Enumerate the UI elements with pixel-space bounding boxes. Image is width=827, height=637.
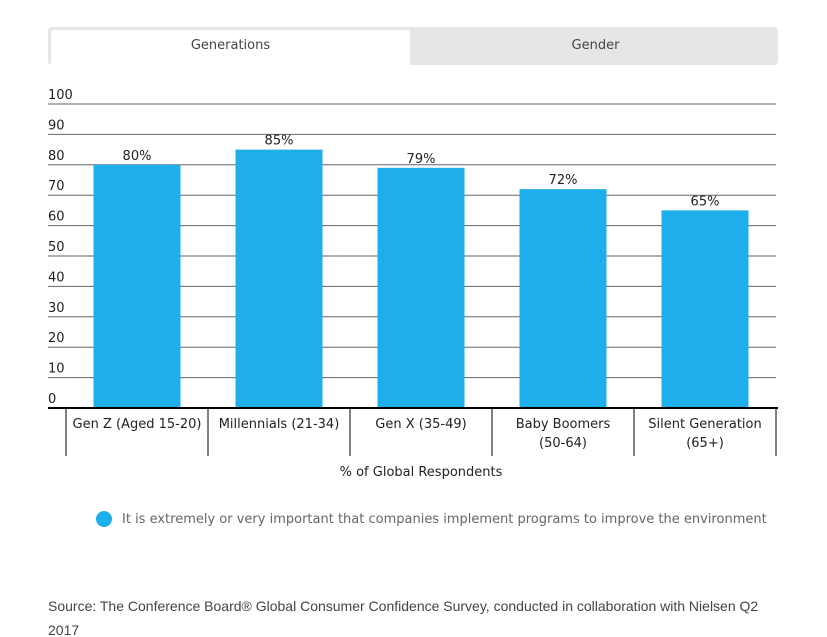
tab-gender[interactable]: Gender: [571, 38, 620, 53]
x-tick-label: Silent Generation: [648, 417, 761, 432]
x-tick-label: Baby Boomers: [516, 417, 611, 432]
x-tick-label: (65+): [686, 436, 724, 451]
y-tick-label: 0: [48, 392, 56, 407]
x-tick-label: Gen Z (Aged 15-20): [73, 417, 202, 432]
legend-label: It is extremely or very important that c…: [122, 511, 767, 527]
source-note: Source: The Conference Board® Global Con…: [48, 598, 759, 637]
y-tick-label: 100: [48, 88, 73, 103]
y-tick-label: 50: [48, 240, 65, 255]
y-tick-label: 30: [48, 301, 65, 316]
bar: [661, 210, 749, 408]
legend-swatch: [96, 511, 112, 527]
bar: [377, 167, 465, 408]
y-tick-label: 20: [48, 331, 65, 346]
y-tick-label: 10: [48, 362, 65, 377]
x-axis-title: % of Global Respondents: [340, 465, 503, 480]
bar: [519, 189, 607, 408]
bar-value-label: 65%: [691, 194, 720, 209]
bar-value-label: 80%: [123, 149, 152, 164]
x-tick-label: Millennials (21-34): [219, 417, 340, 432]
y-tick-label: 90: [48, 118, 65, 133]
bar: [93, 164, 181, 408]
legend[interactable]: It is extremely or very important that c…: [96, 509, 767, 529]
x-tick-label: Gen X (35-49): [375, 417, 466, 432]
y-tick-label: 40: [48, 270, 65, 285]
tab-bar: Generations Gender: [48, 27, 778, 65]
y-tick-label: 60: [48, 210, 65, 225]
x-tick-label: (50-64): [539, 436, 587, 451]
y-tick-label: 80: [48, 149, 65, 164]
tab-generations[interactable]: Generations: [51, 30, 410, 65]
bar: [235, 149, 323, 408]
bar-value-label: 85%: [265, 134, 294, 149]
y-tick-label: 70: [48, 179, 65, 194]
bar-chart: 0 10 20 30 40 50 60 70 80 90 100 80% 85% 79% 72% 65% Gen…: [48, 88, 778, 480]
bar-value-label: 79%: [407, 152, 436, 167]
bar-value-label: 72%: [549, 173, 578, 188]
